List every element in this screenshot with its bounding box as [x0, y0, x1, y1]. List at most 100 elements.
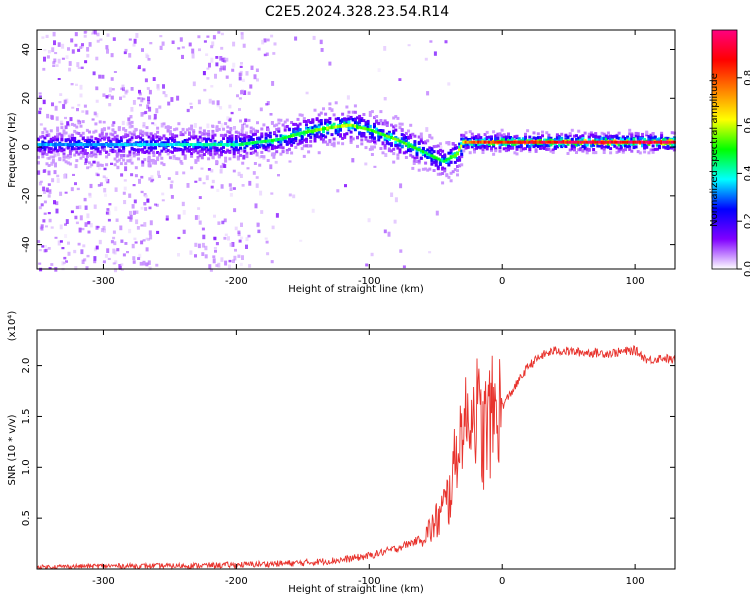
spectrogram-ridge-cell — [215, 148, 219, 152]
spectrogram-peak-cell — [370, 129, 374, 133]
spectrogram-noise-cell — [217, 221, 221, 225]
spectrogram-ridge-cell — [611, 135, 615, 138]
spectrogram-ridge-cell — [151, 138, 155, 142]
spectrogram-peak-cell — [358, 125, 362, 129]
spectrogram-ridge-cell — [239, 146, 242, 150]
spectrogram-ridge-cell — [456, 169, 459, 173]
spectrogram-ridge-cell — [251, 146, 255, 150]
spectrogram-peak-cell — [468, 140, 472, 144]
spectrogram-ridge-cell — [228, 157, 232, 161]
spectrogram-ridge-cell — [266, 145, 270, 149]
spectrogram-noise-cell — [210, 185, 214, 189]
snr-x-ticks: -300 -200 -100 0 100 — [92, 330, 645, 587]
spectrogram-noise-cell — [61, 57, 65, 60]
spectrogram-ridge-cell — [626, 145, 630, 149]
spectrogram-peak-cell — [64, 143, 68, 147]
spectrogram-ridge-cell — [56, 149, 60, 153]
spectrogram-ridge-cell — [360, 138, 364, 142]
spectrogram-noise-cell — [134, 241, 138, 244]
spectrogram-ridge-cell — [368, 139, 372, 143]
spectrogram-noise-cell — [125, 89, 129, 93]
spectrogram-ridge-cell — [494, 137, 498, 141]
spectrogram-noise-cell — [144, 207, 148, 211]
spectrogram-noise-cell — [51, 178, 55, 183]
spectrogram-ridge-cell — [100, 129, 104, 133]
spectrogram-noise-cell — [75, 221, 79, 225]
spectrogram-noise-cell — [50, 263, 54, 266]
spectrogram-noise-cell — [48, 267, 52, 270]
spectrogram-ridge-cell — [479, 146, 483, 150]
spectrogram-ridge-cell — [653, 135, 657, 139]
spectrogram-ridge-cell — [477, 134, 481, 138]
spectrogram-noise-cell — [151, 160, 155, 165]
spectrogram-noise-cell — [107, 257, 111, 260]
spectrogram-noise-cell — [263, 38, 267, 43]
spectrogram-noise-cell — [247, 91, 251, 95]
spectrogram-noise-cell — [223, 236, 227, 240]
spectrogram-ridge-cell — [334, 117, 338, 121]
spectrogram-ridge-cell — [577, 148, 581, 152]
spectrogram-noise-cell — [239, 65, 243, 68]
spectrogram-noise-cell — [123, 179, 127, 182]
spectrogram-noise-cell — [157, 170, 160, 176]
spectrogram-peak-cell — [60, 143, 64, 147]
spectrogram-ridge-cell — [419, 135, 423, 139]
spectrogram-ridge-cell — [68, 162, 72, 166]
spectrogram-ridge-cell — [234, 146, 238, 150]
spectrogram-peak-cell — [96, 143, 100, 147]
spectrogram-ridge-cell — [196, 141, 200, 145]
spectrogram-noise-cell — [202, 71, 206, 76]
spectrogram-ridge-cell — [292, 122, 296, 126]
spectrogram-ridge-cell — [385, 141, 389, 145]
spectrogram-ridge-cell — [549, 143, 553, 147]
spectrogram-peak-cell — [453, 153, 457, 157]
spectrogram-ridge-cell — [247, 139, 251, 143]
spectrogram-ridge-cell — [139, 129, 143, 133]
spectrogram-peak-cell — [621, 140, 625, 144]
spectrogram-ridge-cell — [73, 123, 77, 127]
spectrogram-ridge-cell — [102, 127, 106, 131]
spectrogram-noise-cell — [147, 100, 151, 105]
spectrogram-ridge-cell — [545, 131, 549, 135]
spectrogram-ridge-cell — [334, 127, 338, 130]
spectrogram-noise-cell — [370, 252, 374, 257]
spectrogram-noise-cell — [103, 167, 107, 171]
spectrogram-noise-cell — [206, 123, 210, 129]
spectrogram-ridge-cell — [68, 150, 72, 153]
spectrogram-ridge-cell — [154, 145, 157, 148]
spectrogram-ridge-cell — [119, 156, 123, 159]
spectrogram-peak-cell — [285, 135, 289, 139]
spectrogram-noise-cell — [146, 87, 150, 90]
spectrogram-ridge-cell — [181, 140, 185, 144]
spectrogram-peak-cell — [462, 140, 466, 144]
spectrogram-ridge-cell — [668, 146, 672, 150]
spectrogram-ridge-cell — [609, 147, 613, 151]
spectrogram-noise-cell — [159, 35, 163, 38]
spectrogram-ridge-cell — [149, 159, 153, 162]
spectrogram-ridge-cell — [319, 137, 323, 141]
spectrogram-noise-cell — [223, 218, 227, 223]
spectrogram-ridge-cell — [413, 134, 417, 138]
spectrogram-ridge-cell — [283, 125, 287, 129]
spectrogram-noise-cell — [57, 240, 61, 246]
spectrogram-frame — [36, 29, 676, 270]
spectrogram-ridge-cell — [256, 121, 259, 125]
spectrogram-noise-cell — [257, 229, 261, 234]
spectrogram-noise-cell — [79, 84, 83, 90]
spectrogram-noise-cell — [198, 177, 202, 182]
spectrogram-noise-cell — [67, 241, 70, 245]
spectrogram-noise-cell — [87, 221, 91, 225]
spectrogram-ridge-cell — [609, 134, 613, 138]
spectrogram-ridge-cell — [345, 132, 349, 136]
spectrogram-ridge-cell — [211, 133, 215, 137]
spectrogram-noise-cell — [92, 150, 96, 155]
spectrogram-ridge-cell — [41, 131, 45, 134]
spectrogram-ridge-cell — [58, 158, 62, 162]
colorbar-tick-label: 0.4 — [743, 165, 750, 181]
spectrogram-peak-cell — [217, 143, 221, 147]
spectrogram-ridge-cell — [407, 141, 410, 145]
spectrogram-noise-cell — [47, 247, 51, 250]
spectrogram-peak-cell — [102, 143, 106, 147]
spectrogram-peak-cell — [75, 143, 79, 147]
spectrogram-ridge-cell — [296, 130, 300, 134]
